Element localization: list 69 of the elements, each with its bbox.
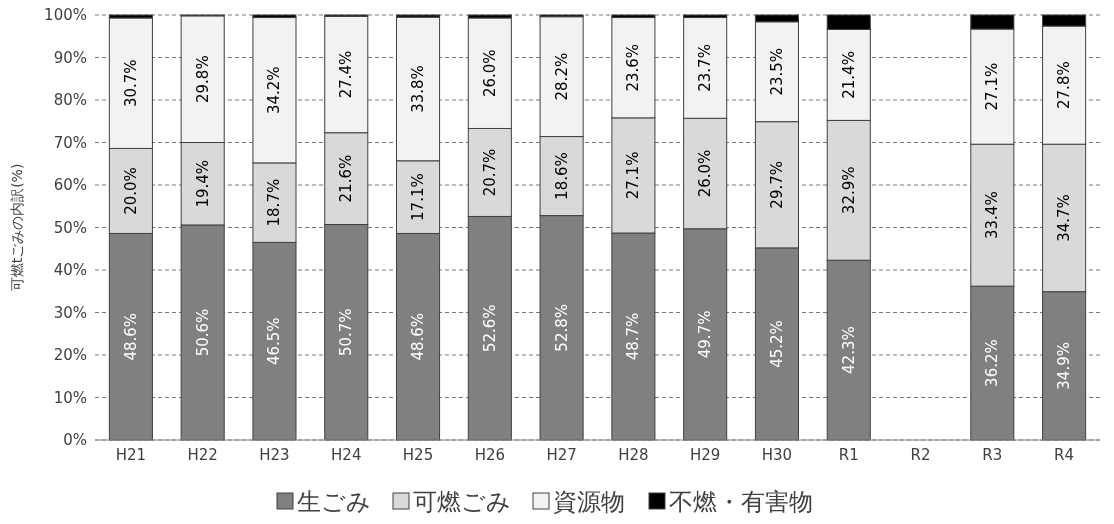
x-tick-label: H23 bbox=[259, 446, 290, 464]
y-tick-label: 30% bbox=[53, 303, 87, 322]
x-tick-label: H29 bbox=[689, 446, 721, 464]
data-label: 34.7% bbox=[1055, 194, 1074, 242]
legend-label: 不燃・有害物 bbox=[669, 488, 813, 516]
data-label: 21.6% bbox=[337, 154, 356, 203]
legend-label: 可燃ごみ bbox=[413, 488, 511, 516]
data-label: 30.7% bbox=[121, 59, 140, 108]
data-label: 23.5% bbox=[767, 47, 786, 96]
x-tick-label: H26 bbox=[474, 446, 506, 464]
y-tick-label: 90% bbox=[53, 48, 87, 67]
x-tick-label: R3 bbox=[982, 446, 1003, 464]
data-label: 26.0% bbox=[480, 49, 499, 98]
y-tick-label: 100% bbox=[44, 6, 87, 24]
y-tick-label: 70% bbox=[53, 133, 87, 152]
data-label: 50.7% bbox=[337, 308, 356, 357]
x-tick-label: H28 bbox=[618, 446, 649, 464]
x-tick-label: H21 bbox=[115, 446, 147, 464]
data-label: 48.7% bbox=[624, 312, 643, 361]
data-label: 17.1% bbox=[409, 173, 428, 221]
data-label: 48.6% bbox=[121, 312, 140, 361]
legend-label: 資源物 bbox=[553, 488, 625, 516]
data-label: 20.7% bbox=[480, 148, 499, 197]
x-tick-label: H24 bbox=[331, 446, 362, 464]
data-label: 29.7% bbox=[767, 160, 786, 209]
legend-label: 生ごみ bbox=[297, 488, 371, 516]
data-label: 28.2% bbox=[552, 52, 571, 101]
data-label: 42.3% bbox=[839, 326, 858, 374]
data-label: 21.4% bbox=[839, 51, 858, 99]
data-label: 52.8% bbox=[552, 303, 571, 352]
data-label: 34.2% bbox=[265, 66, 284, 115]
y-tick-label: 0% bbox=[63, 431, 87, 449]
x-tick-label: H27 bbox=[546, 446, 577, 464]
data-label: 18.7% bbox=[265, 178, 284, 227]
y-tick-label: 80% bbox=[53, 91, 87, 109]
y-tick-label: 50% bbox=[53, 218, 87, 237]
data-label: 27.1% bbox=[624, 151, 643, 200]
data-label: 27.4% bbox=[337, 50, 356, 99]
data-label: 48.6% bbox=[409, 312, 428, 361]
y-tick-label: 10% bbox=[53, 388, 87, 407]
x-tick-label: R2 bbox=[910, 446, 931, 464]
data-label: 45.2% bbox=[767, 320, 786, 368]
data-label: 36.2% bbox=[983, 339, 1002, 387]
x-tick-label: R1 bbox=[838, 446, 859, 464]
data-label: 20.0% bbox=[121, 167, 140, 215]
data-label: 18.6% bbox=[552, 152, 571, 200]
data-label: 52.6% bbox=[480, 304, 499, 353]
y-tick-label: 20% bbox=[53, 346, 87, 364]
x-tick-label: H30 bbox=[761, 446, 793, 464]
y-tick-label: 60% bbox=[53, 176, 87, 194]
y-axis-title: 可燃tごみの内訳(%) bbox=[9, 163, 25, 292]
data-label: 27.1% bbox=[983, 62, 1002, 111]
data-label: 33.8% bbox=[409, 65, 428, 113]
data-label: 23.7% bbox=[696, 44, 715, 92]
data-label: 46.5% bbox=[265, 317, 284, 366]
data-label: 32.9% bbox=[839, 166, 858, 215]
x-tick-label: R4 bbox=[1054, 446, 1075, 464]
data-label: 50.6% bbox=[193, 308, 212, 357]
data-label: 26.0% bbox=[696, 149, 715, 198]
x-tick-label: H25 bbox=[402, 446, 434, 464]
x-tick-label: H22 bbox=[187, 446, 218, 464]
data-label: 27.8% bbox=[1055, 61, 1074, 109]
y-tick-label: 40% bbox=[53, 261, 87, 279]
data-label: 49.7% bbox=[696, 310, 715, 359]
data-label: 19.4% bbox=[193, 159, 212, 208]
data-label: 34.9% bbox=[1055, 342, 1074, 390]
data-label: 23.6% bbox=[624, 43, 643, 92]
data-label: 29.8% bbox=[193, 55, 212, 103]
data-label: 33.4% bbox=[983, 191, 1002, 239]
